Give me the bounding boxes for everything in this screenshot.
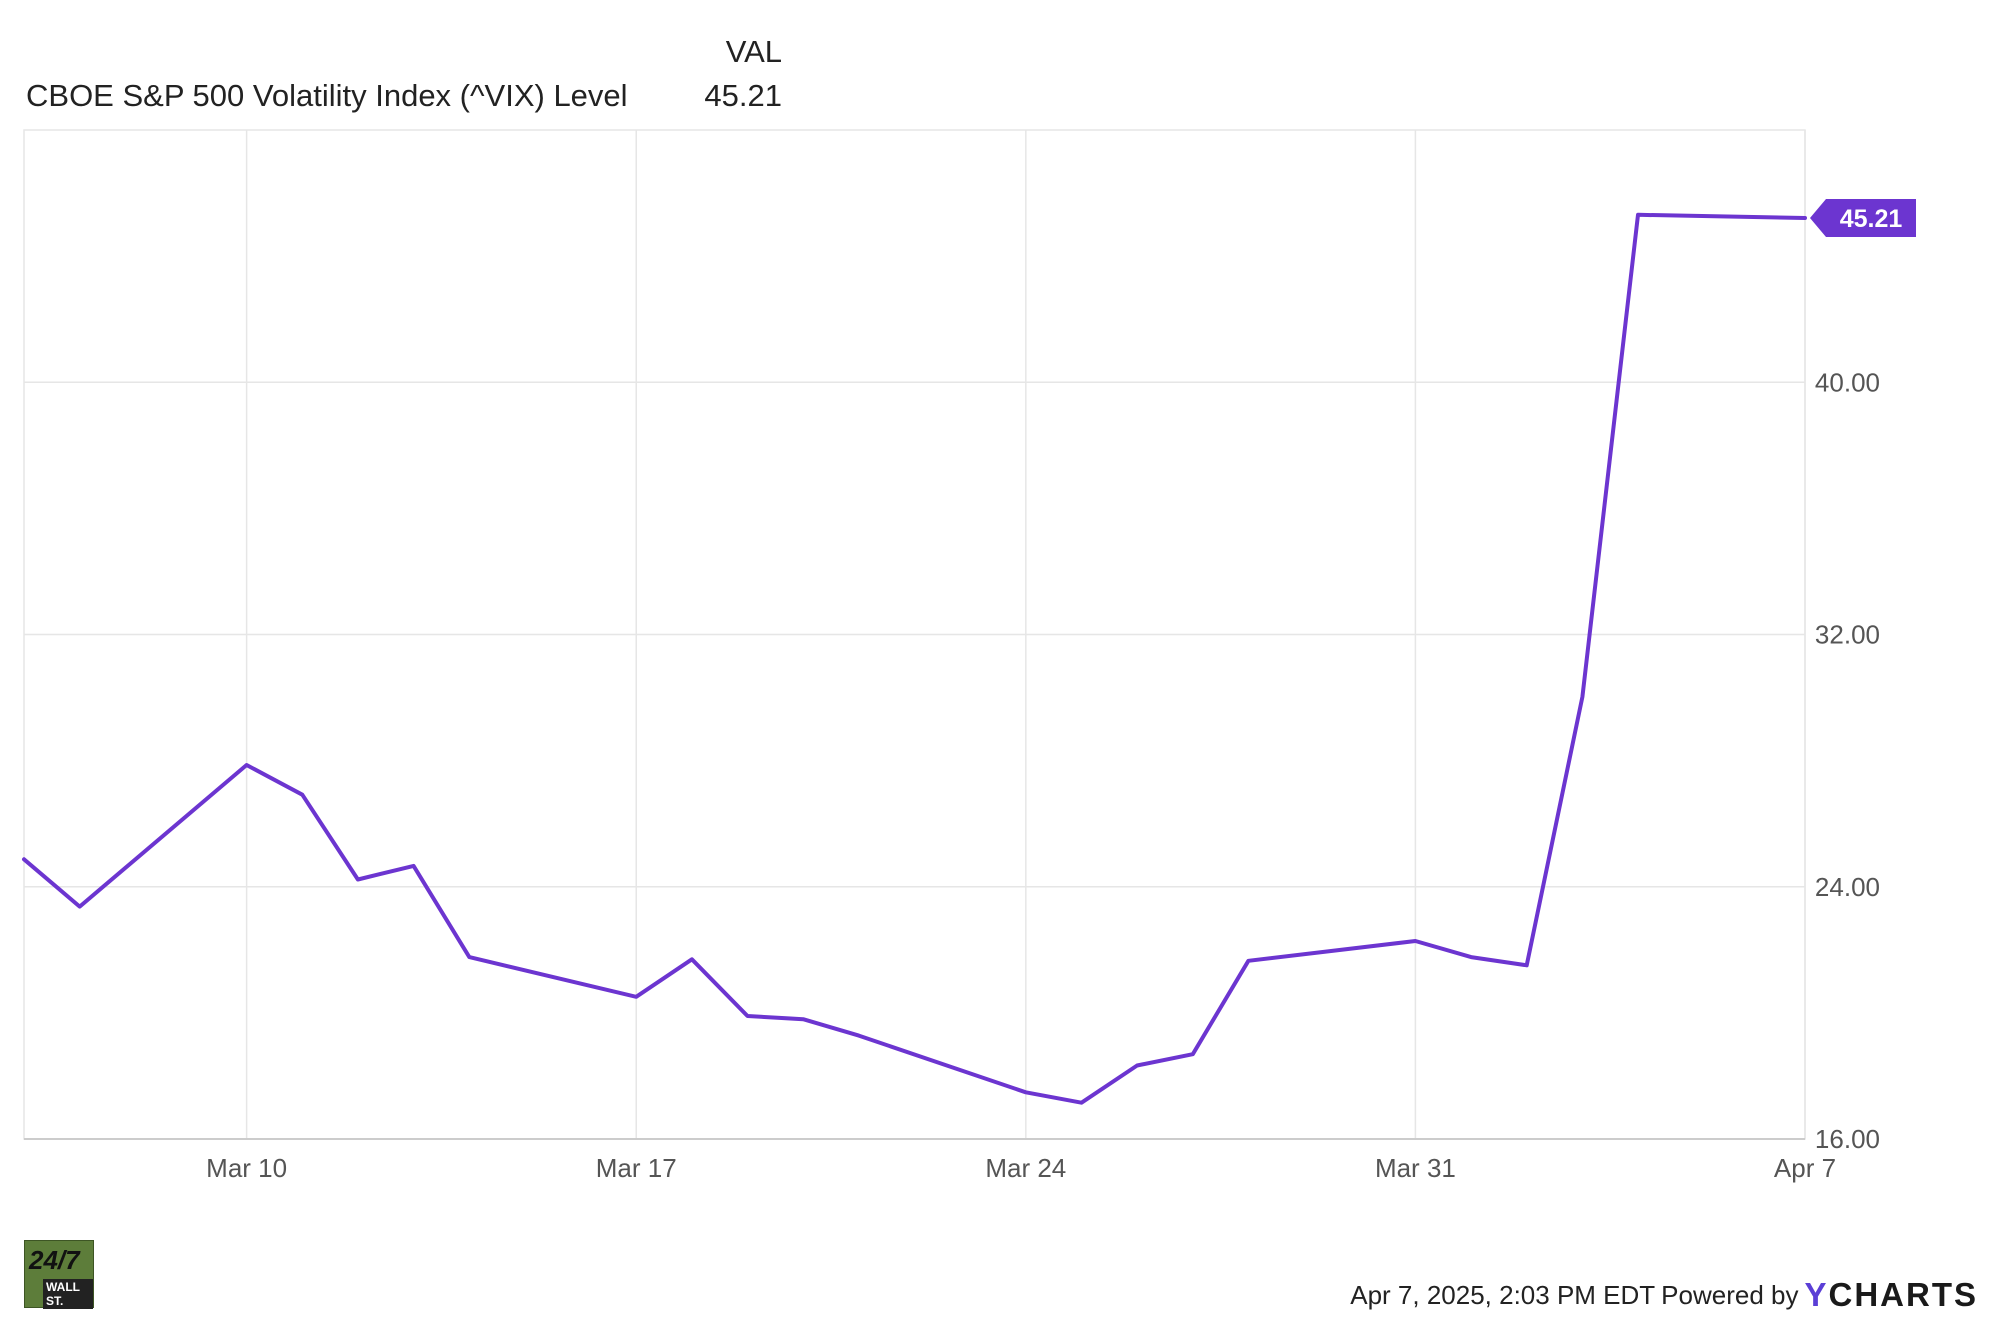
data-point[interactable] bbox=[464, 952, 474, 962]
last-value-tag-label: 45.21 bbox=[1840, 205, 1903, 233]
data-point[interactable] bbox=[1410, 936, 1420, 946]
footer-timestamp: Apr 7, 2025, 2:03 PM EDT bbox=[1350, 1279, 1656, 1310]
x-tick-label: Mar 17 bbox=[596, 1153, 677, 1183]
brand-logo: 24/7 WALL ST. bbox=[24, 1240, 94, 1309]
brand-logo-subtext: WALL ST. bbox=[43, 1279, 93, 1309]
data-point[interactable] bbox=[1021, 1087, 1031, 1097]
legend-series-name[interactable]: CBOE S&P 500 Volatility Index (^VIX) Lev… bbox=[26, 78, 628, 113]
x-tick-label: Mar 24 bbox=[985, 1153, 1066, 1183]
gridlines bbox=[23, 129, 1806, 1140]
x-tick-label: Mar 31 bbox=[1375, 1153, 1456, 1183]
footer-powered-by: Powered by bbox=[1661, 1279, 1799, 1310]
data-point[interactable] bbox=[242, 760, 252, 770]
y-tick-label: 16.00 bbox=[1815, 1124, 1880, 1154]
data-point[interactable] bbox=[687, 954, 697, 964]
data-point[interactable] bbox=[1800, 213, 1810, 223]
data-point[interactable] bbox=[1522, 960, 1532, 970]
last-value-tag-shape bbox=[1810, 198, 1916, 237]
data-point[interactable] bbox=[1633, 210, 1643, 220]
ycharts-logo[interactable]: YCHARTS bbox=[1804, 1276, 1978, 1313]
data-point[interactable] bbox=[75, 902, 85, 912]
y-tick-label: 40.00 bbox=[1815, 367, 1880, 397]
brand-logo-text: 24/7 bbox=[29, 1245, 80, 1275]
footer: Apr 7, 2025, 2:03 PM EDT Powered by YCHA… bbox=[1350, 1276, 1978, 1314]
y-tick-label: 32.00 bbox=[1815, 620, 1880, 650]
data-point[interactable] bbox=[743, 1011, 753, 1021]
data-point[interactable] bbox=[1243, 956, 1253, 966]
data-point[interactable] bbox=[1188, 1049, 1198, 1059]
y-axis-labels: 16.00 24.00 32.00 40.00 bbox=[1815, 367, 1880, 1154]
data-point[interactable] bbox=[19, 854, 29, 864]
legend-column-header: VAL bbox=[725, 34, 782, 69]
data-point[interactable] bbox=[409, 861, 419, 871]
data-point[interactable] bbox=[1132, 1061, 1142, 1071]
data-point[interactable] bbox=[1076, 1098, 1086, 1108]
data-point[interactable] bbox=[297, 790, 307, 800]
series-line[interactable] bbox=[22, 212, 1807, 1105]
data-point[interactable] bbox=[854, 1031, 864, 1041]
data-point[interactable] bbox=[798, 1014, 808, 1024]
x-tick-label: Apr 7 bbox=[1774, 1153, 1836, 1183]
x-tick-label: Mar 10 bbox=[206, 1153, 287, 1183]
y-tick-label: 24.00 bbox=[1815, 872, 1880, 902]
last-value-tag: 45.21 bbox=[1810, 198, 1916, 237]
data-point[interactable] bbox=[1466, 952, 1476, 962]
x-axis-labels: Mar 10 Mar 17 Mar 24 Mar 31 Apr 7 bbox=[206, 1153, 1836, 1183]
data-points bbox=[19, 210, 1810, 1108]
data-point[interactable] bbox=[1577, 692, 1587, 702]
data-point[interactable] bbox=[631, 992, 641, 1002]
legend-series-value: 45.21 bbox=[704, 78, 782, 113]
data-point[interactable] bbox=[353, 874, 363, 884]
